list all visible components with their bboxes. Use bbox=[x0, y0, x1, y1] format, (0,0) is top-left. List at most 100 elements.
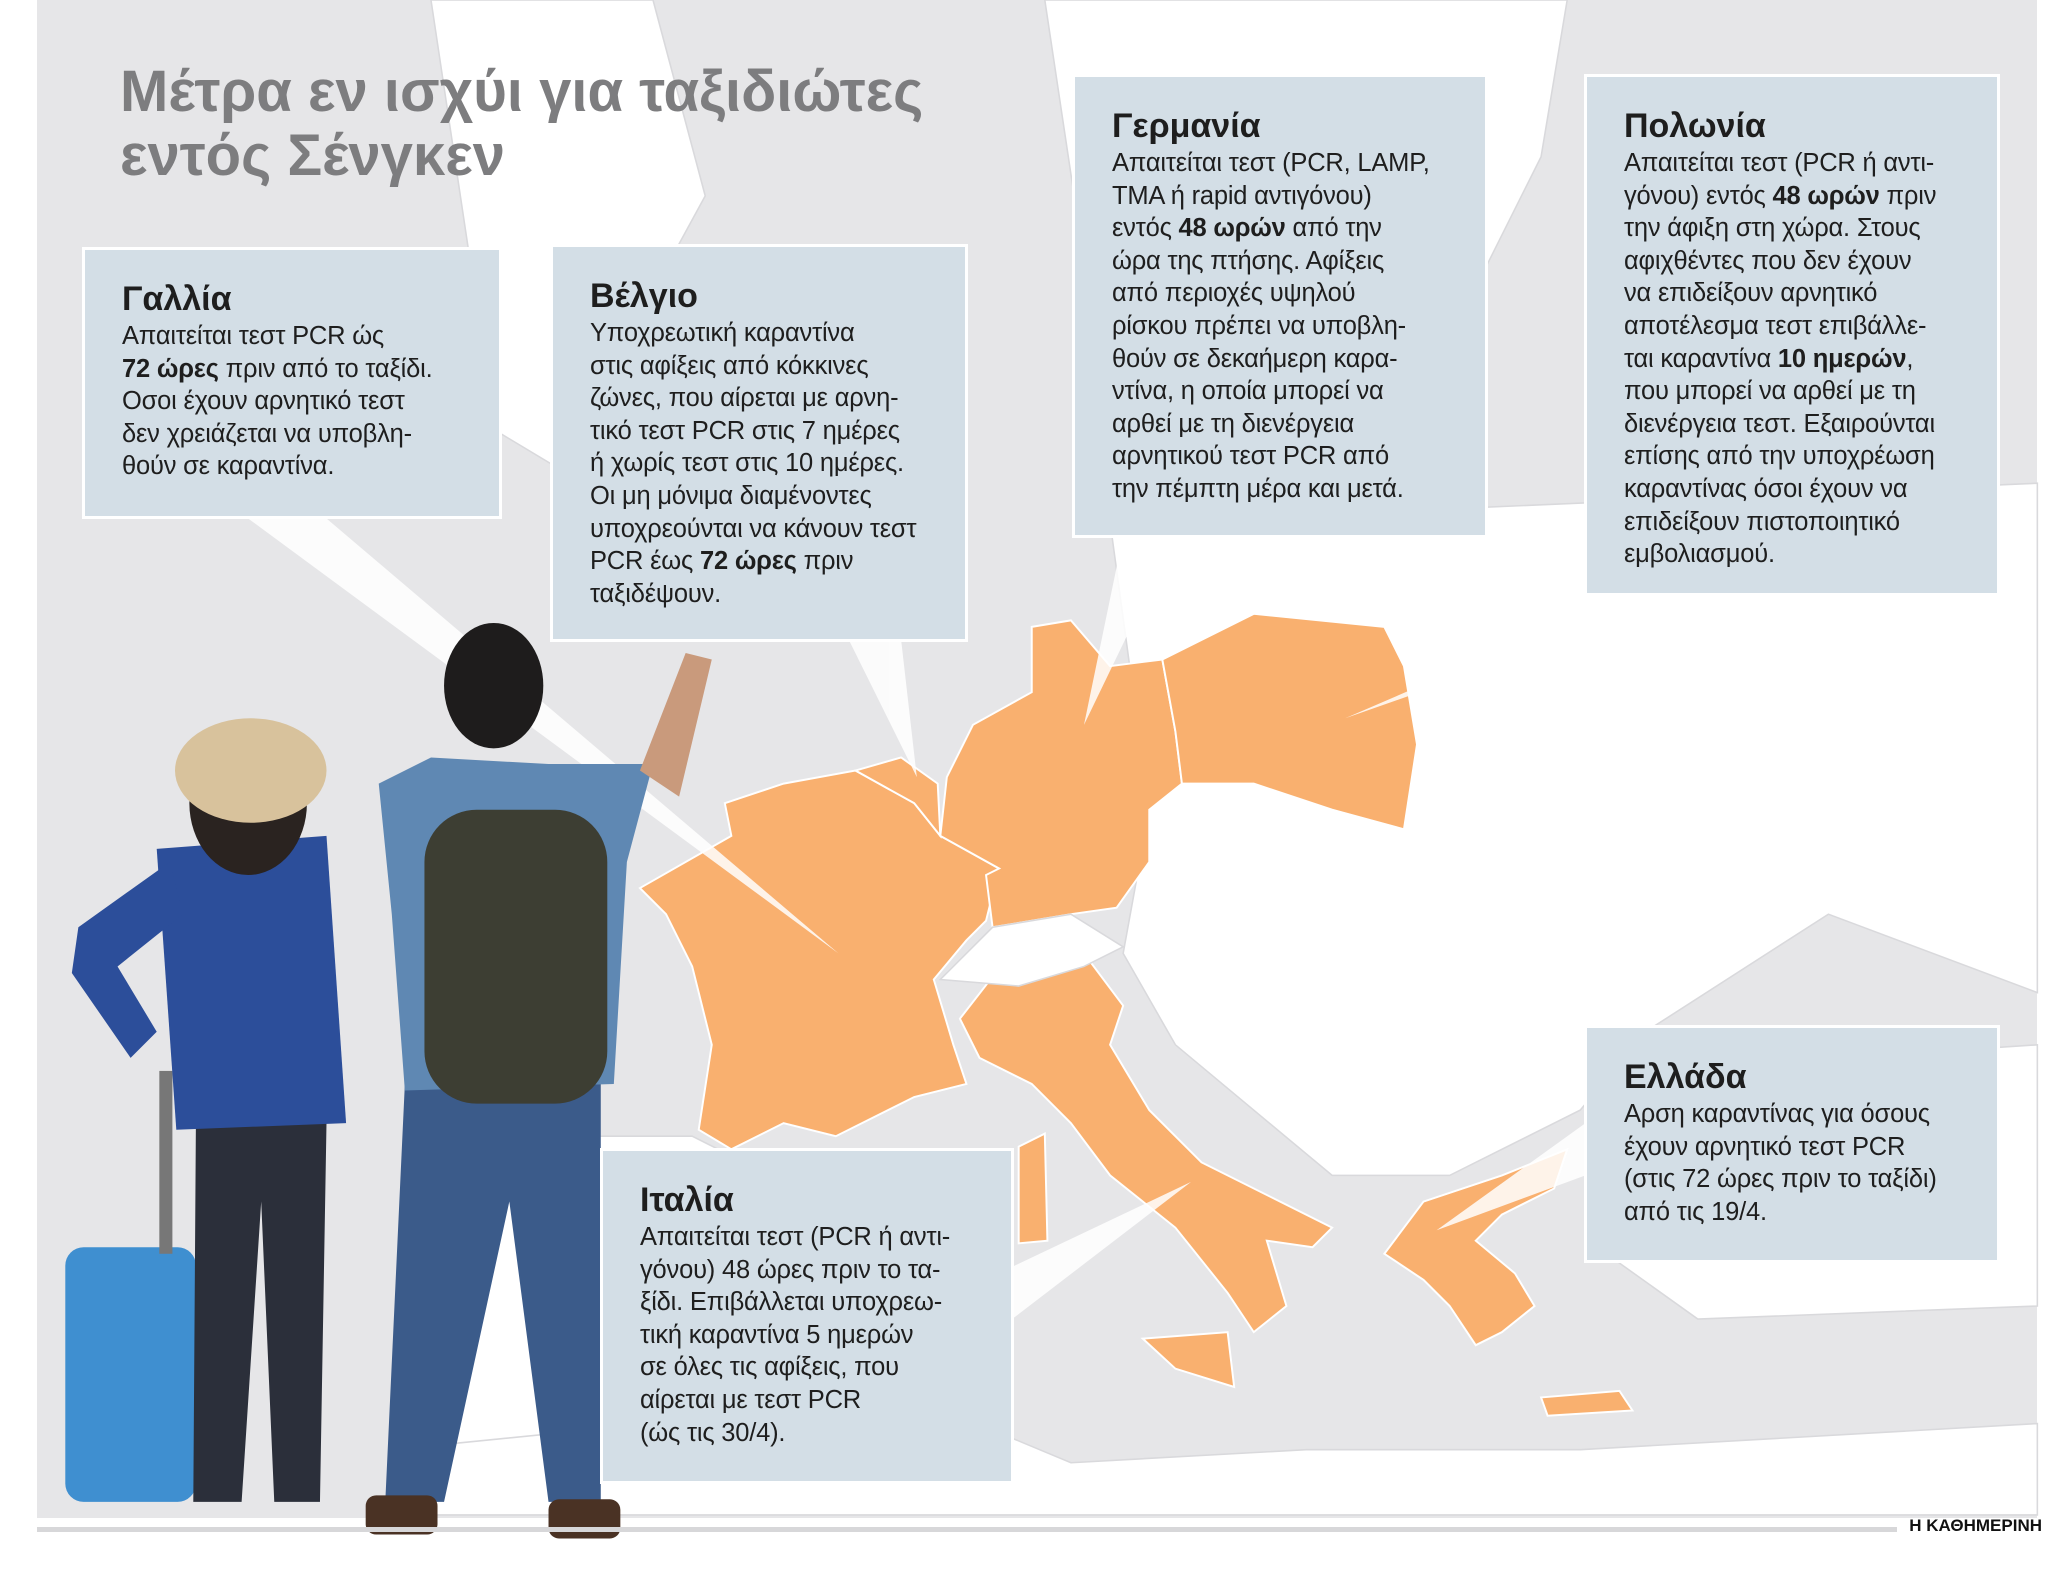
callout-text-line: Οσοι έχουν αρνητικό τεστ bbox=[122, 385, 499, 418]
callout-text-line: αφιχθέντες που δεν έχουν bbox=[1624, 245, 1997, 278]
text-segment: αποτέλεσμα τεστ επιβάλλε- bbox=[1624, 311, 1927, 340]
callout-text-line: αρνητικού τεστ PCR από bbox=[1112, 440, 1485, 473]
callout-text-line: ζώνες, που αίρεται με αρνη- bbox=[590, 382, 965, 415]
callout-text-line: έχουν αρνητικό τεστ PCR bbox=[1624, 1131, 1997, 1164]
text-segment: γόνου) εντός bbox=[1624, 181, 1773, 210]
callout-body: Απαιτείται τεστ (PCR, LAMP, TMA ή rapid α… bbox=[1112, 147, 1485, 506]
callout-text-line: Απαιτείται τεστ (PCR, LAMP, bbox=[1112, 147, 1485, 180]
callout-text-line: Απαιτείται τεστ (PCR ή αντι- bbox=[640, 1221, 1011, 1254]
publisher-credit: Η ΚΑΘΗΜΕΡΙΝΗ bbox=[1909, 1516, 2042, 1535]
callout-body: Απαιτείται τεστ PCR ώς 72 ώρες πριν από τ… bbox=[122, 320, 499, 483]
callout-text-line: διενέργεια τεστ. Εξαιρούνται bbox=[1624, 408, 1997, 441]
callout-heading: Ιταλία bbox=[640, 1181, 734, 1219]
callout-text-line: Οι μη μόνιμα διαμένοντες bbox=[590, 480, 965, 513]
text-segment: από τις 19/4. bbox=[1624, 1197, 1767, 1226]
text-segment: Υποχρεωτική καραντίνα bbox=[590, 319, 855, 347]
text-segment: δεν χρειάζεται να υποβλη- bbox=[122, 419, 412, 448]
text-segment: Απαιτείται τεστ (PCR ή αντι- bbox=[1624, 149, 1935, 177]
man-head bbox=[444, 622, 544, 749]
callout-text-line: TMA ή rapid αντιγόνου) bbox=[1112, 180, 1485, 213]
text-segment: Αρση καραντίνας για όσους bbox=[1624, 1100, 1930, 1128]
callout-text-line: καραντίνας όσοι έχουν να bbox=[1624, 473, 1997, 506]
text-segment: αρνητικού τεστ PCR από bbox=[1112, 442, 1389, 471]
callout-text-line: Απαιτείται τεστ (PCR ή αντι- bbox=[1624, 147, 1997, 180]
callout-body: Απαιτείται τεστ (PCR ή αντι-γόνου) εντός… bbox=[1624, 147, 1997, 571]
text-segment: επιδείξουν πιστοποιητικό bbox=[1624, 507, 1900, 536]
text-segment: γόνου) 48 ώρες πριν το τα- bbox=[640, 1255, 941, 1284]
text-segment: Οι μη μόνιμα διαμένοντες bbox=[590, 481, 872, 510]
text-segment: (στις 72 ώρες πριν το ταξίδι) bbox=[1624, 1165, 1937, 1194]
text-segment: διενέργεια τεστ. Εξαιρούνται bbox=[1624, 409, 1935, 438]
text-segment: από περιοχές υψηλού bbox=[1112, 279, 1356, 308]
text-segment: ντίνα, η οποία μπορεί να bbox=[1112, 377, 1384, 406]
island-crete bbox=[1539, 1389, 1635, 1417]
text-segment: εντός bbox=[1112, 214, 1179, 243]
callout-heading: Γαλλία bbox=[122, 280, 232, 318]
callout-text-line: σε όλες τις αφίξεις, που bbox=[640, 1351, 1011, 1384]
callout-text-line: γόνου) εντός 48 ωρών πριν bbox=[1624, 180, 1997, 213]
callout-body: Υποχρεωτική καραντίνα στις αφίξεις από κό… bbox=[590, 317, 965, 610]
text-segment: Απαιτείται τεστ (PCR ή αντι- bbox=[640, 1223, 951, 1251]
text-segment: την άφιξη στη χώρα. Στους bbox=[1624, 214, 1921, 243]
text-segment: πριν από το ταξίδι. bbox=[218, 354, 433, 383]
text-segment: αφιχθέντες που δεν έχουν bbox=[1624, 246, 1912, 275]
callout-text-line: ντίνα, η οποία μπορεί να bbox=[1112, 375, 1485, 408]
callout-heading: Ελλάδα bbox=[1624, 1058, 1747, 1096]
highlighted-text: 72 ώρες bbox=[122, 354, 219, 383]
callout-text-line: ταξιδέψουν. bbox=[590, 578, 965, 611]
callout-heading: Πολωνία bbox=[1624, 107, 1766, 145]
text-segment: TMA ή rapid αντιγόνου) bbox=[1112, 181, 1372, 210]
callout-body: Αρση καραντίνας για όσους έχουν αρνητικό … bbox=[1624, 1098, 1997, 1228]
country-belgium[interactable] bbox=[852, 756, 942, 839]
highlighted-text: 10 ημερών bbox=[1777, 344, 1907, 373]
callout-text-line: που μπορεί να αρθεί με τη bbox=[1624, 375, 1997, 408]
title-line-2: εντός Σένγκεν bbox=[120, 123, 505, 188]
callout-text-line: αρθεί με τη διενέργεια bbox=[1112, 408, 1485, 441]
country-germany[interactable] bbox=[939, 619, 1183, 929]
man-shoe bbox=[548, 1499, 621, 1539]
pointer-greece bbox=[1436, 1123, 1586, 1231]
man-jeans bbox=[385, 1083, 601, 1502]
callout-heading: Βέλγιο bbox=[590, 277, 698, 315]
text-segment: να επιδείξουν αρνητικό bbox=[1624, 279, 1878, 308]
pointer-france bbox=[248, 518, 839, 954]
text-segment: από την bbox=[1285, 214, 1382, 243]
text-segment: ξίδι. Επιβάλλεται υποχρεω- bbox=[640, 1288, 942, 1317]
callout-text-line: από περιοχές υψηλού bbox=[1112, 277, 1485, 310]
highlighted-text: 48 ωρών bbox=[1772, 181, 1880, 210]
callout-text-line: αποτέλεσμα τεστ επιβάλλε- bbox=[1624, 310, 1997, 343]
woman-top bbox=[156, 835, 347, 1130]
text-segment: υποχρεούνται να κάνουν τεστ bbox=[590, 514, 917, 543]
country-poland[interactable] bbox=[1161, 612, 1419, 831]
suitcase-handle bbox=[159, 1070, 173, 1254]
callout-poland: Πολωνία Απαιτείται τεστ (PCR ή αντι-γόνο… bbox=[1584, 74, 2000, 596]
callout-text-line: στις αφίξεις από κόκκινες bbox=[590, 350, 965, 383]
callout-text-line: δεν χρειάζεται να υποβλη- bbox=[122, 418, 499, 451]
callout-text-line: την πέμπτη μέρα και μετά. bbox=[1112, 473, 1485, 506]
text-segment: αρθεί με τη διενέργεια bbox=[1112, 409, 1355, 438]
text-segment: στις αφίξεις από κόκκινες bbox=[590, 351, 869, 380]
callout-text-line: γόνου) 48 ώρες πριν το τα- bbox=[640, 1254, 1011, 1287]
callout-text-line: PCR έως 72 ώρες πριν bbox=[590, 545, 965, 578]
text-segment: , bbox=[1906, 344, 1914, 373]
text-segment: (ώς τις 30/4). bbox=[640, 1418, 786, 1447]
text-segment: ρίσκου πρέπει να υποβλη- bbox=[1112, 311, 1406, 340]
callout-text-line: ται καραντίνα 10 ημερών, bbox=[1624, 343, 1997, 376]
text-segment: ταξιδέψουν. bbox=[590, 579, 722, 608]
callout-text-line: ή χωρίς τεστ στις 10 ημέρες. bbox=[590, 447, 965, 480]
woman-hat bbox=[175, 718, 327, 823]
bottom-rule bbox=[37, 1527, 1897, 1532]
title-line-1: Μέτρα εν ισχύι για ταξιδιώτες bbox=[120, 59, 924, 124]
callout-text-line: επιδείξουν πιστοποιητικό bbox=[1624, 506, 1997, 539]
travelers-photo bbox=[65, 622, 712, 1539]
callout-text-line: να επιδείξουν αρνητικό bbox=[1624, 277, 1997, 310]
island-sicily bbox=[1140, 1331, 1236, 1389]
callout-greece: Ελλάδα Αρση καραντίνας για όσους έχουν αρ… bbox=[1584, 1025, 2000, 1263]
callout-france: Γαλλία Απαιτείται τεστ PCR ώς 72 ώρες πρι… bbox=[82, 247, 502, 519]
text-segment: πριν bbox=[1879, 181, 1937, 210]
pointer-belgium bbox=[848, 639, 917, 778]
country-italy[interactable] bbox=[958, 952, 1334, 1334]
callout-text-line: εντός 48 ωρών από την bbox=[1112, 212, 1485, 245]
text-segment: ή χωρίς τεστ στις 10 ημέρες. bbox=[590, 449, 904, 478]
callout-text-line: (ώς τις 30/4). bbox=[640, 1417, 1011, 1450]
